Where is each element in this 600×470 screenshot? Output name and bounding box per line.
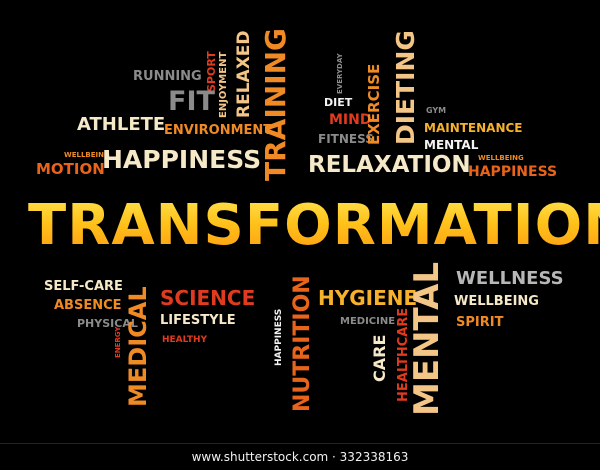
word-fitness: FITNESS <box>318 132 374 146</box>
word-athlete: ATHLETE <box>77 114 166 135</box>
word-healthy: HEALTHY <box>162 335 208 345</box>
word-gym: GYM <box>426 106 447 115</box>
word-environment: ENVIRONMENT <box>164 123 273 138</box>
word-medicine: MEDICINE <box>340 316 396 327</box>
word-enjoyment: ENJOYMENT <box>218 51 229 118</box>
word-fit: FIT <box>168 86 215 117</box>
word-happiness-main: HAPPINESS <box>102 145 262 174</box>
word-relaxed: RELAXED <box>234 30 254 118</box>
word-care: CARE <box>370 334 389 382</box>
word-running: RUNNING <box>133 69 202 84</box>
word-mind: MIND <box>329 112 372 128</box>
word-motion: MOTION <box>36 160 105 178</box>
word-hygiene: HYGIENE <box>318 286 418 310</box>
word-happiness-right: HAPPINESS <box>468 164 558 180</box>
word-wellbeing-top-right: WELLBEING <box>478 154 524 162</box>
word-wellness: WELLNESS <box>456 268 564 289</box>
word-nutrition: NUTRITION <box>290 275 315 412</box>
word-diet: DIET <box>324 96 353 109</box>
word-wellbeing-bottom: WELLBEING <box>454 294 539 309</box>
watermark-bar: www.shutterstock.com · 332338163 <box>0 443 600 470</box>
word-happiness-vertical: HAPPINESS <box>274 308 284 366</box>
word-maintenance: MAINTENANCE <box>424 121 523 135</box>
watermark-text: www.shutterstock.com · 332338163 <box>191 450 409 464</box>
word-self-care: SELF-CARE <box>44 279 123 294</box>
word-absence: ABSENCE <box>54 298 122 313</box>
word-dieting: DIETING <box>391 30 420 145</box>
word-relaxation: RELAXATION <box>308 152 471 178</box>
word-spirit: SPIRIT <box>456 315 504 330</box>
word-wellbeing-top-left: WELLBEING <box>64 151 110 159</box>
word-physical: PHYSICAL <box>77 317 138 330</box>
word-medical: MEDICAL <box>124 286 152 407</box>
word-transformation: TRANSFORMATION <box>28 198 600 254</box>
word-mental-small: MENTAL <box>424 138 479 152</box>
word-science: SCIENCE <box>160 286 256 310</box>
word-training: TRAINING <box>259 27 292 181</box>
word-everyday: EVERYDAY <box>336 53 344 94</box>
word-energy: ENERGY <box>114 326 122 358</box>
word-lifestyle: LIFESTYLE <box>160 313 236 328</box>
word-exercise: EXERCISE <box>365 63 383 145</box>
word-mental-big: MENTAL <box>407 261 447 416</box>
